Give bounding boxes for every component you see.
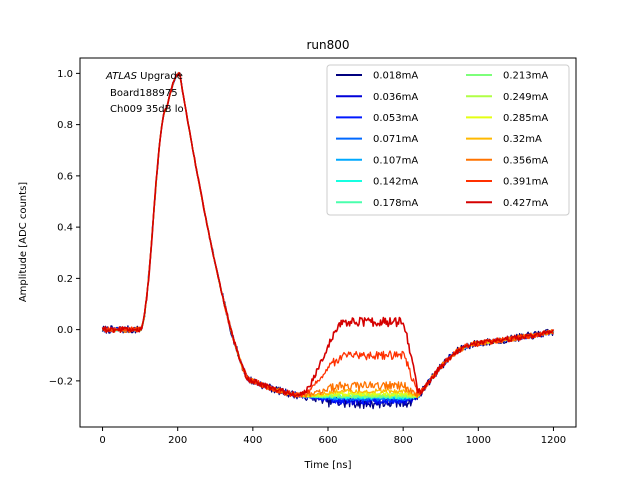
legend-entry: 0.036mA xyxy=(373,92,418,103)
y-axis-label: Amplitude [ADC counts] xyxy=(18,182,29,302)
legend-entry: 0.249mA xyxy=(503,92,548,103)
series-layer xyxy=(101,71,555,410)
chart-title: run800 xyxy=(306,38,349,52)
legend-entry: 0.053mA xyxy=(373,113,418,124)
series-line-0.427mA xyxy=(101,72,555,398)
x-tick-label: 1200 xyxy=(541,435,566,446)
legend-entry: 0.178mA xyxy=(373,198,418,209)
y-tick-label: 0.0 xyxy=(57,325,73,336)
x-tick-label: 600 xyxy=(318,435,337,446)
legend-entry: 0.356mA xyxy=(503,155,548,166)
y-tick-label: 0.2 xyxy=(57,274,73,285)
y-tick-label: 0.8 xyxy=(57,120,73,131)
legend-entry: 0.427mA xyxy=(503,198,548,209)
x-tick-label: 0 xyxy=(99,435,105,446)
legend-items: 0.018mA 0.036mA 0.053mA 0.071mA 0.107mA 0.142… xyxy=(336,71,548,209)
annotation-line-1: ATLAS Upgrade xyxy=(105,71,183,82)
y-tick-label: 0.4 xyxy=(57,223,73,234)
x-tick-label: 400 xyxy=(243,435,262,446)
annotation-line-3: Ch009 35dB lo xyxy=(110,104,184,115)
legend-entry: 0.071mA xyxy=(373,134,418,145)
x-axis-label: Time [ns] xyxy=(303,460,351,471)
y-tick-label: 0.6 xyxy=(57,171,73,182)
annotation-atlas: ATLAS xyxy=(105,71,138,82)
legend-frame xyxy=(326,64,570,216)
x-tick-label: 200 xyxy=(168,435,187,446)
legend-entry: 0.391mA xyxy=(503,177,548,188)
x-tick-label: 800 xyxy=(394,435,413,446)
x-tick-label: 1000 xyxy=(466,435,491,446)
legend-entry: 0.32mA xyxy=(503,134,542,145)
annotation-upgrade: Upgrade xyxy=(137,71,183,82)
annotation-line-2: Board188975 xyxy=(110,88,178,99)
y-tick-label: −0.2 xyxy=(49,376,73,387)
legend-entry: 0.107mA xyxy=(373,155,418,166)
ticks-layer: 0 200 400 600 800 1000 1200 −0.2 0.0 0.2 0.4 0.6 0.8… xyxy=(49,69,566,446)
y-tick-label: 1.0 xyxy=(57,69,73,80)
annotation: ATLAS Upgrade Board188975 Ch009 35dB lo xyxy=(105,71,184,115)
legend-entry: 0.142mA xyxy=(373,177,418,188)
legend: 0.018mA 0.036mA 0.053mA 0.071mA 0.107mA 0.142… xyxy=(326,64,570,216)
legend-entry: 0.285mA xyxy=(503,113,548,124)
legend-entry: 0.213mA xyxy=(503,71,548,82)
legend-entry: 0.018mA xyxy=(373,71,418,82)
